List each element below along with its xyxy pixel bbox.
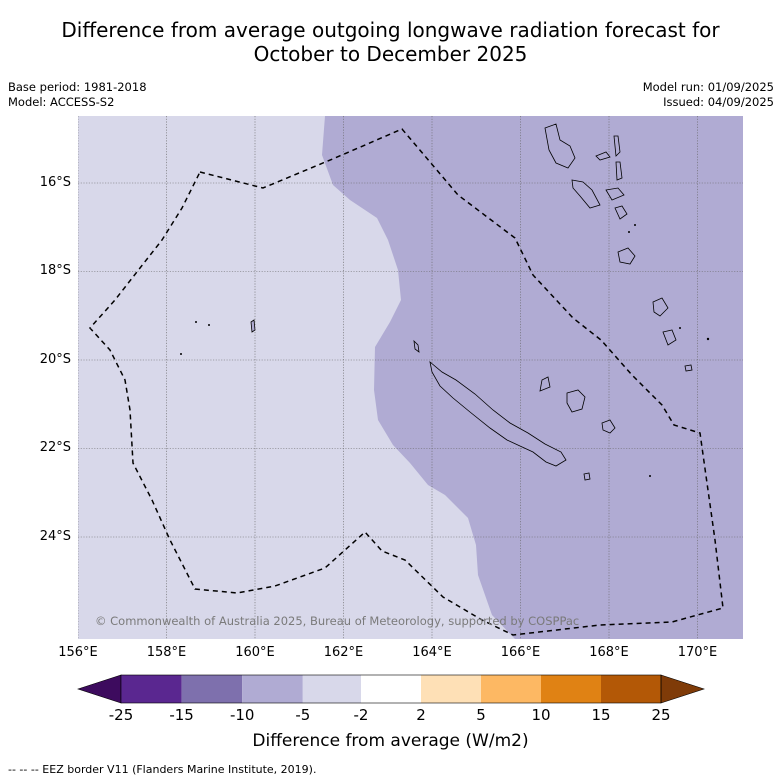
island-malekula — [571, 179, 601, 209]
graticule — [78, 116, 743, 639]
lon-label-164e: 164°E — [412, 645, 452, 660]
island-lifou — [566, 389, 586, 413]
lon-label-156e: 156°E — [58, 645, 98, 660]
colorbar-seg-5 — [361, 675, 421, 703]
lon-label-168e: 168°E — [589, 645, 629, 660]
eez-legend-note: -- -- -- EEZ border V11 (Flanders Marine… — [8, 763, 317, 776]
island-epi — [614, 205, 628, 220]
lon-label-158e: 158°E — [146, 645, 187, 660]
colorbar-seg-1 — [121, 675, 182, 703]
lon-label-166e: 166°E — [500, 645, 541, 660]
colorbar-seg-6 — [421, 675, 481, 703]
island-mare — [601, 419, 616, 434]
lat-label-18s: 18°S — [39, 263, 71, 278]
colorbar-tick: 2 — [416, 706, 426, 724]
island-ouvea — [539, 376, 551, 392]
title-line-1: Difference from average outgoing longwav… — [61, 18, 720, 42]
lat-label-22s: 22°S — [39, 440, 71, 455]
colorbar-seg-3 — [242, 675, 303, 703]
issued-date: Issued: 04/09/2025 — [663, 95, 774, 109]
model-run: Model run: 01/09/2025 — [642, 80, 774, 94]
lon-label-170e: 170°E — [677, 645, 718, 660]
lat-label-20s: 20°S — [39, 352, 71, 367]
colorbar-seg-8 — [541, 675, 601, 703]
colorbar-tick: 10 — [531, 706, 551, 724]
lat-label-24s: 24°S — [39, 529, 71, 544]
colorbar-tick: -15 — [169, 706, 194, 724]
anomaly-region-5-to-10 — [322, 116, 743, 639]
lat-label-16s: 16°S — [39, 175, 71, 190]
title-line-2: October to December 2025 — [253, 42, 528, 66]
colorbar-tick: 15 — [591, 706, 611, 724]
colorbar — [77, 674, 705, 704]
colorbar-tick: 25 — [651, 706, 671, 724]
colorbar-tick: -2 — [353, 706, 369, 724]
island-ambrym — [605, 187, 625, 201]
copyright-notice: © Commonwealth of Australia 2025, Bureau… — [95, 614, 580, 628]
coastlines — [250, 123, 693, 481]
island-efate — [617, 247, 636, 265]
colorbar-tick: -25 — [108, 706, 134, 724]
tiny-islets — [180, 224, 710, 477]
colorbar-seg-4 — [302, 675, 361, 703]
island-new-caledonia — [429, 360, 567, 467]
island-pentecost — [615, 161, 623, 181]
colorbar-seg-7 — [481, 675, 541, 703]
colorbar-low-extension — [77, 674, 122, 704]
island-espiritu-santo — [544, 123, 576, 169]
colorbar-label: Difference from average (W/m2) — [252, 731, 529, 751]
island-west-small — [250, 319, 256, 333]
meta-right: Model run: 01/09/2025 Issued: 04/09/2025 — [643, 80, 774, 110]
colorbar-tick: -10 — [229, 706, 255, 724]
map-title: Difference from average outgoing longwav… — [0, 18, 781, 66]
island-tanna — [662, 329, 677, 346]
lon-label-160e: 160°E — [235, 645, 275, 660]
colorbar-seg-2 — [181, 675, 243, 703]
island-pines — [583, 472, 591, 481]
island-erromango — [652, 297, 669, 317]
model-name: Model: ACCESS-S2 — [8, 95, 115, 109]
base-period: Base period: 1981-2018 — [8, 80, 147, 94]
colorbar-outline — [120, 674, 662, 704]
lon-label-162e: 162°E — [323, 645, 364, 660]
island-ambae — [595, 151, 611, 161]
colorbar-tick: 5 — [476, 706, 486, 724]
colorbar-tick: -5 — [295, 706, 311, 724]
island-aneityum — [684, 364, 693, 372]
eez-border — [88, 128, 724, 636]
island-belep — [413, 339, 420, 353]
colorbar-seg-9 — [601, 675, 661, 703]
colorbar-high-extension — [660, 674, 705, 704]
island-maewo — [613, 135, 621, 157]
meta-left: Base period: 1981-2018 Model: ACCESS-S2 — [8, 80, 147, 110]
